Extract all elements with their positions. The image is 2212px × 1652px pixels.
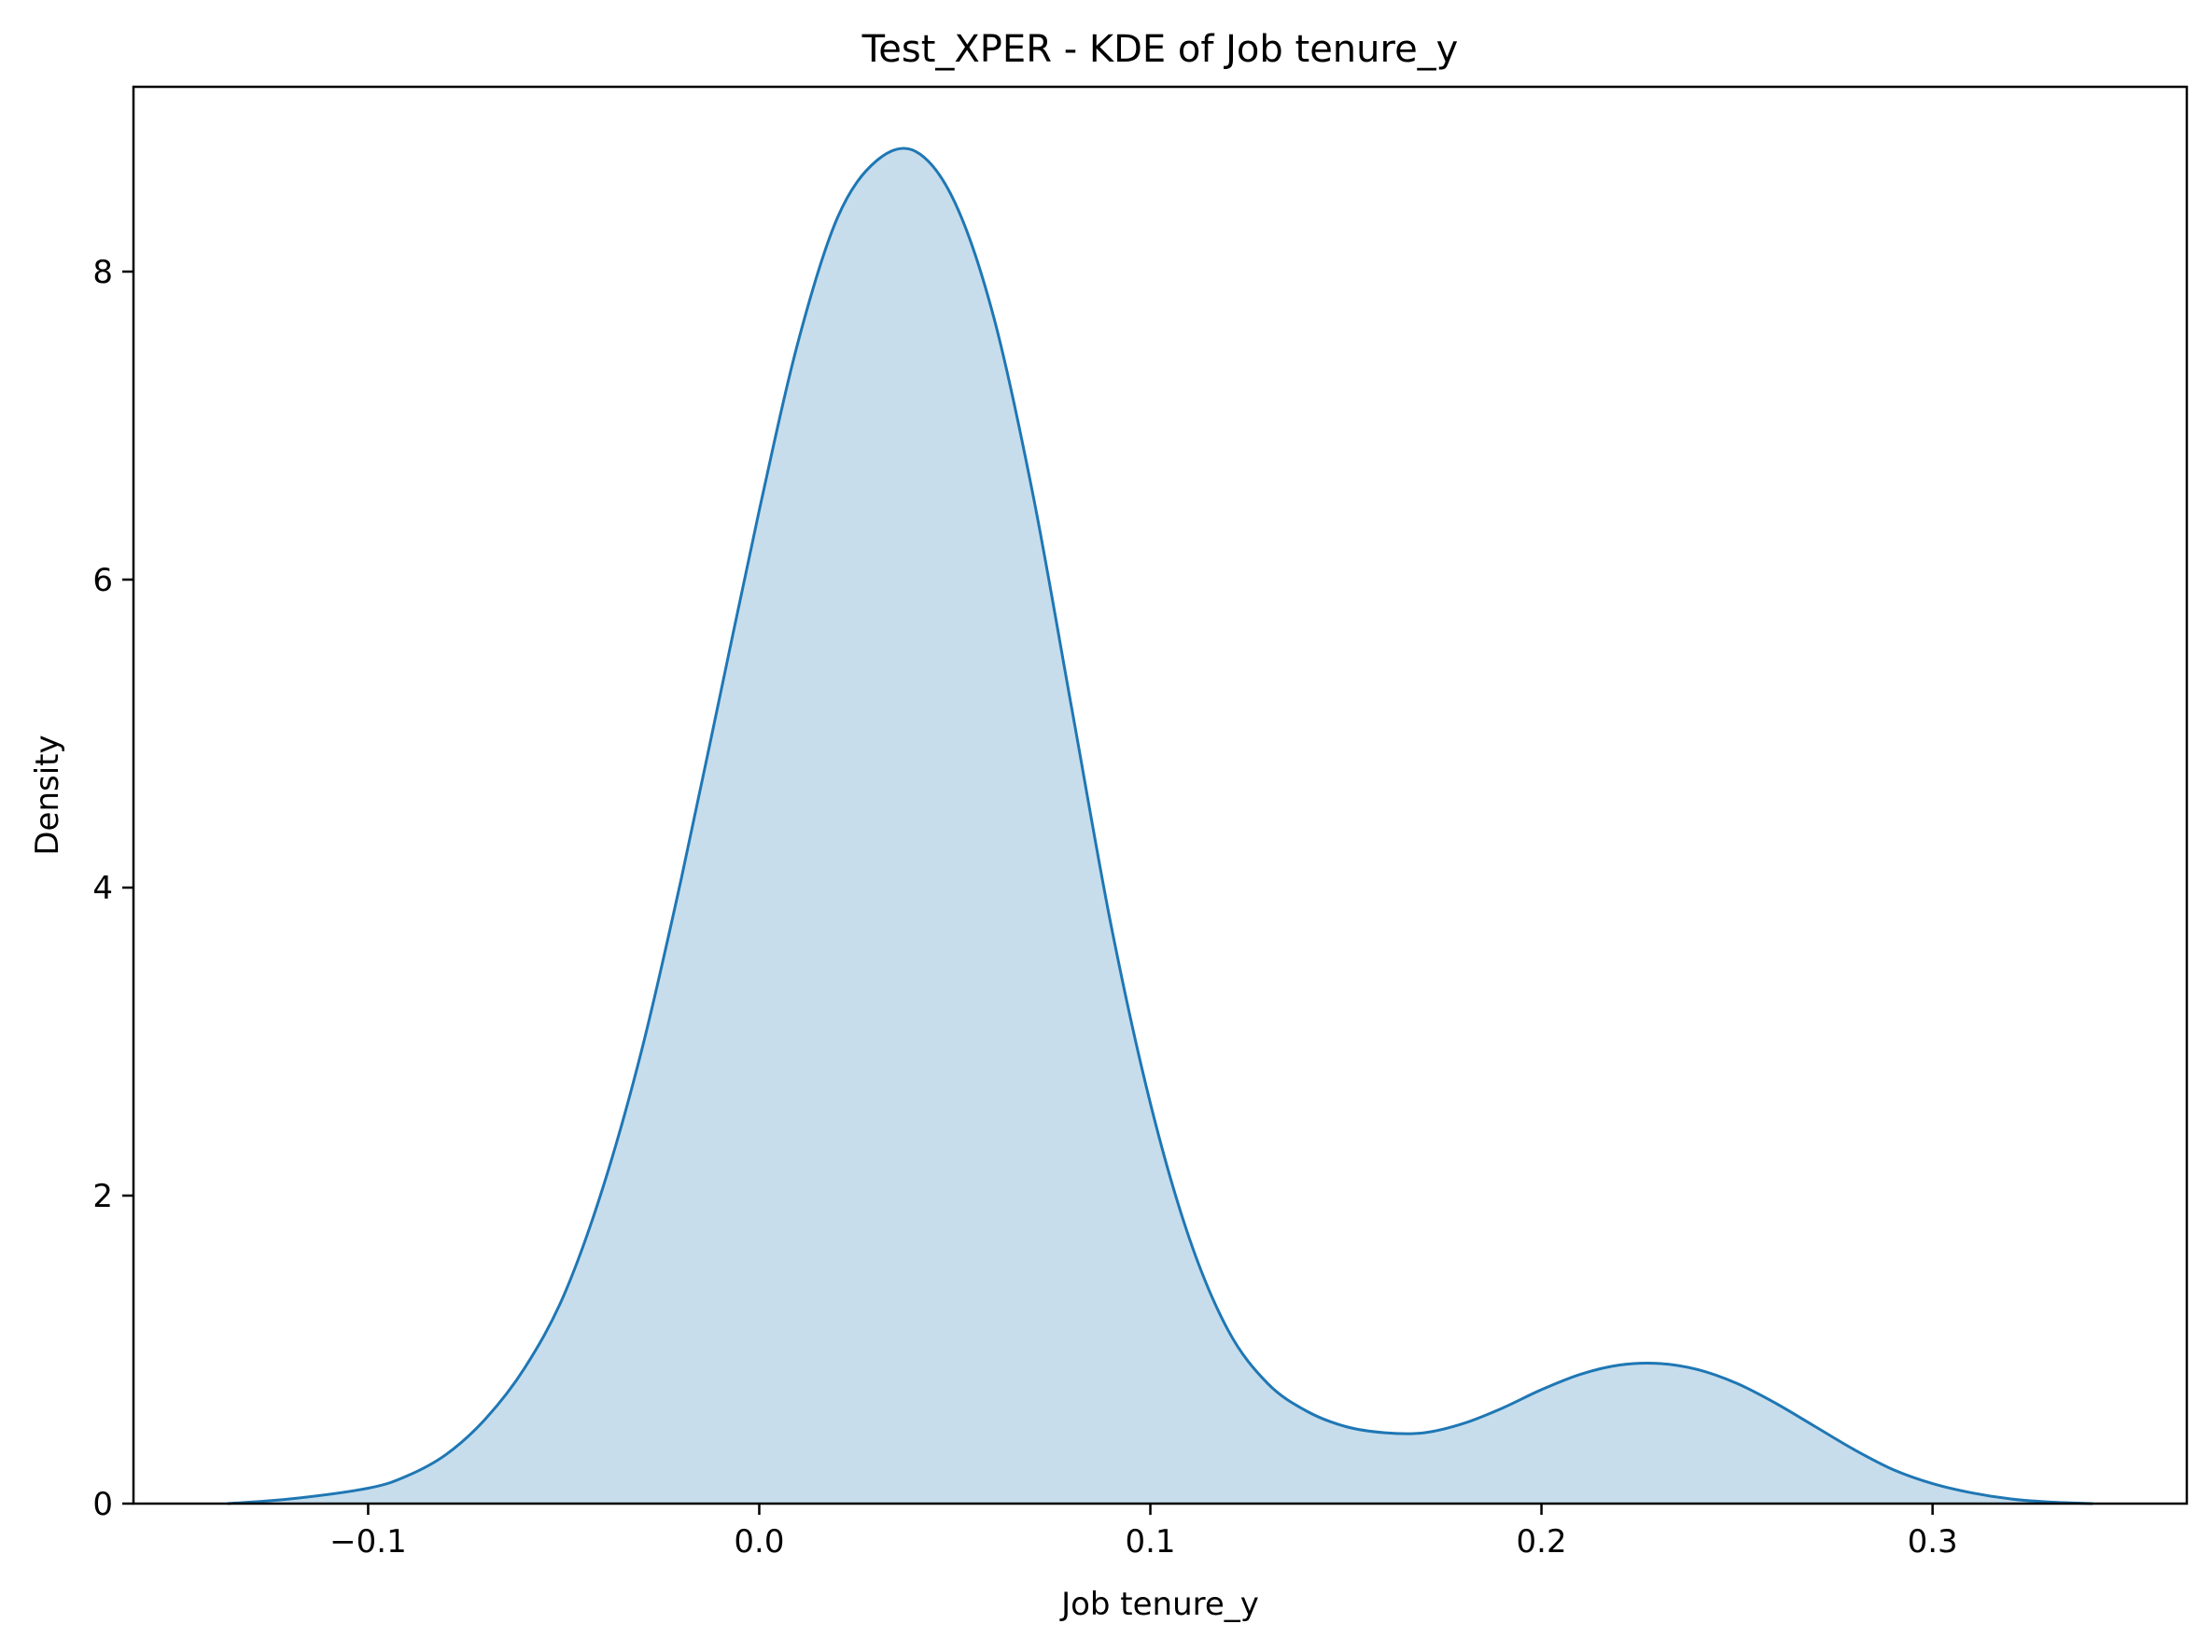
- kde-area-fill: [227, 147, 2093, 1505]
- y-axis: 0 2 4 6 8: [92, 254, 133, 1523]
- x-tick-label: 0.3: [1908, 1523, 1958, 1561]
- x-tick-label: 0.0: [734, 1523, 784, 1561]
- x-axis: −0.1 0.0 0.1 0.2 0.3: [329, 1504, 1958, 1561]
- y-tick-label: 0: [92, 1486, 113, 1523]
- axes-frame: [132, 85, 2189, 1505]
- y-tick-label: 6: [92, 562, 113, 599]
- x-tick-label: −0.1: [329, 1523, 407, 1561]
- chart-title: Test_XPER - KDE of Job tenure_y: [861, 28, 1459, 71]
- x-tick-label: 0.2: [1517, 1523, 1567, 1561]
- y-axis-label: Density: [29, 735, 66, 855]
- x-axis-label: Job tenure_y: [1059, 1586, 1259, 1623]
- x-tick-label: 0.1: [1125, 1523, 1175, 1561]
- kde-density-line: [227, 147, 2093, 1505]
- y-tick-label: 8: [92, 254, 113, 291]
- y-tick-label: 4: [92, 870, 113, 907]
- y-tick-label: 2: [92, 1178, 113, 1215]
- plot-area: [227, 147, 2093, 1505]
